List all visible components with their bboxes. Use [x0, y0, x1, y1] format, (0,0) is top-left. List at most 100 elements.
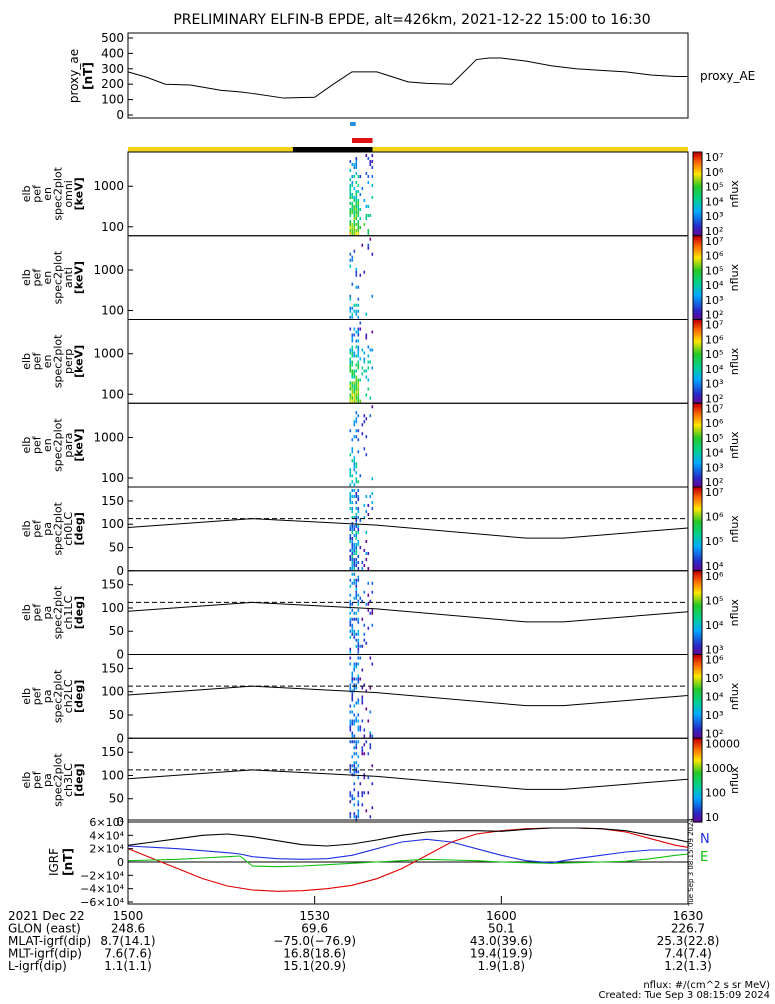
- footer-row-value: −75.0(−76.9): [273, 934, 356, 948]
- spectrogram-pixel: [357, 480, 360, 484]
- spectrogram-pixel: [367, 513, 370, 516]
- spectrogram-pixel: [349, 187, 352, 190]
- spectrogram-pixel: [355, 552, 358, 555]
- ytick-label: 100: [101, 601, 124, 615]
- spectrogram-pixel: [357, 360, 360, 364]
- spectrogram-pixel: [353, 543, 356, 546]
- spectrogram-pixel: [355, 611, 358, 615]
- spectrogram-pixel: [361, 372, 364, 376]
- colorbar-segment: [693, 641, 702, 645]
- colorbar-segment: [693, 623, 702, 626]
- panel-frame: [127, 486, 689, 572]
- colorbar-segment: [693, 815, 702, 819]
- spectrogram-pixel: [371, 608, 374, 612]
- spectrogram-pixel: [349, 791, 352, 795]
- panel-ylabel-line: en: [41, 438, 54, 452]
- spectrogram-pixel: [349, 196, 352, 199]
- spectrogram-pixel: [353, 211, 356, 214]
- spectrogram-pixel: [359, 782, 362, 786]
- spectrogram-pixel: [363, 743, 366, 747]
- science-zone-marker: [350, 122, 356, 126]
- spectrogram-pixel: [361, 348, 364, 352]
- spectrogram-pixel: [351, 555, 354, 558]
- igrf-ytick-label: 4×10⁴: [89, 829, 124, 842]
- colorbar-segment: [693, 386, 702, 390]
- spectrogram-pixel: [353, 549, 356, 552]
- spectrogram-pixel: [351, 626, 354, 630]
- spectrogram-pixel: [355, 196, 358, 199]
- spectrogram-pixel: [355, 375, 358, 379]
- spectrogram-pixel: [371, 623, 374, 627]
- spectrogram-pixel: [351, 447, 354, 451]
- spectrogram-pixel: [355, 223, 358, 226]
- colorbar-tick-label: 10⁴: [705, 363, 724, 376]
- colorbar-segment: [693, 298, 702, 302]
- spectrogram-pixel: [371, 160, 374, 163]
- spectrogram-pixel: [355, 665, 358, 669]
- spectrogram-pixel: [353, 686, 356, 690]
- ytick-label: 100: [101, 387, 124, 401]
- spectrogram-pixel: [357, 208, 360, 211]
- panel-frame: [127, 737, 689, 823]
- colorbar-tick-label: 10³: [705, 461, 723, 474]
- spectrogram-pixel: [357, 632, 360, 636]
- colorbar-segment: [693, 708, 702, 712]
- colorbar-segment: [693, 600, 702, 603]
- colorbar-tick-label: 10³: [705, 378, 723, 391]
- spectrogram-pixel: [353, 163, 356, 166]
- colorbar-tick-label: 10⁵: [705, 672, 723, 685]
- panel-ylabel-line: ch0LC: [62, 512, 75, 546]
- spectrogram-pixel: [365, 154, 368, 157]
- colorbar-segment: [693, 792, 702, 796]
- spectrogram-pixel: [357, 680, 360, 684]
- spectrogram-pixel: [369, 734, 372, 738]
- spectrogram-pixel: [355, 399, 358, 403]
- spectrogram-pixel: [351, 363, 354, 367]
- spectrogram-pixel: [357, 812, 360, 816]
- ytick-label: 1000: [93, 263, 124, 277]
- colorbar-segment: [693, 803, 702, 806]
- colorbar-segment: [693, 775, 702, 779]
- colorbar-frame: [692, 737, 703, 823]
- spectrogram-pixel: [355, 378, 358, 382]
- colorbar-segment: [693, 750, 702, 754]
- colorbar-segment: [693, 549, 702, 553]
- colorbar-segment: [693, 392, 702, 396]
- spectrogram-pixel: [351, 677, 354, 681]
- spectrogram-pixel: [359, 728, 362, 732]
- spectrogram-pixel: [351, 540, 354, 543]
- creation-stamp: Tue Sep 3 08:15:09 2024: [687, 818, 695, 907]
- colorbar-segment: [693, 455, 702, 459]
- spectrogram-pixel: [367, 719, 370, 723]
- colorbar-segment: [693, 757, 702, 760]
- spectrogram-pixel: [357, 396, 360, 400]
- ytick-label: 100: [101, 304, 124, 318]
- colorbar-segment: [693, 304, 702, 308]
- ytick-label: 50: [109, 792, 124, 806]
- spectrogram-pixel: [357, 725, 360, 729]
- spectrogram-pixel: [365, 336, 368, 340]
- spectrogram-pixel: [357, 555, 360, 558]
- spectrogram-pixel: [349, 555, 352, 558]
- colorbar-segment: [693, 545, 702, 549]
- colorbar-segment: [693, 221, 702, 224]
- colorbar-segment: [693, 524, 702, 528]
- colorbar-segment: [693, 306, 702, 310]
- spectrogram-pixel: [351, 764, 354, 768]
- colorbar-segment: [693, 769, 702, 773]
- colorbar-segment: [693, 468, 702, 471]
- colorbar-segment: [693, 227, 702, 231]
- spectrogram-pixel: [355, 719, 358, 723]
- colorbar-segment: [693, 530, 702, 534]
- colorbar-segment: [693, 784, 702, 788]
- colorbar-segment: [693, 321, 702, 325]
- spectrogram-pixel: [353, 399, 356, 403]
- spectrogram-pixel: [355, 232, 358, 235]
- spectrogram-pixel: [353, 561, 356, 564]
- spectrogram-pixel: [349, 704, 352, 708]
- panel-ylabel-line: spec2plot: [52, 166, 65, 220]
- spectrogram-pixel: [353, 226, 356, 229]
- spectrogram-pixel: [353, 232, 356, 235]
